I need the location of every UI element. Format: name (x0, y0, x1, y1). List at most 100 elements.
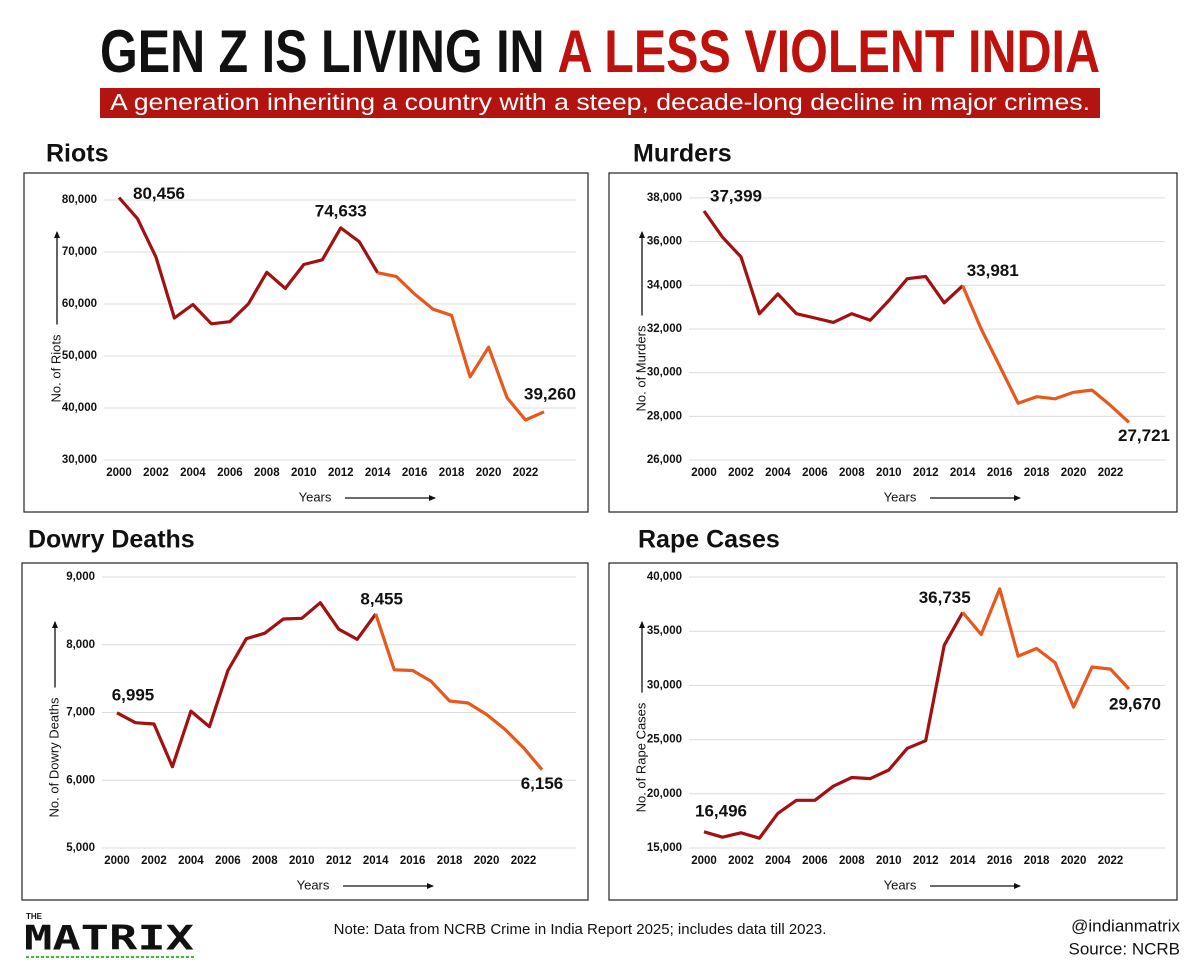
x-tick-label: 2014 (950, 467, 976, 479)
y-tick-label: 32,000 (647, 323, 682, 335)
y-tick-label: 36,000 (647, 236, 682, 248)
x-tick-label: 2016 (400, 855, 426, 867)
data-label: 6,995 (112, 685, 155, 704)
panel-frame (608, 562, 1178, 901)
x-tick-label: 2020 (476, 467, 502, 479)
x-tick-label: 2016 (402, 467, 428, 479)
y-tick-label: 8,000 (66, 639, 95, 651)
data-label: 80,456 (133, 184, 185, 203)
data-line (961, 587, 1131, 709)
y-tick-label: 30,000 (62, 454, 97, 466)
y-axis-label: No. of Dowry Deaths (46, 697, 61, 817)
x-tick-label: 2006 (215, 855, 241, 867)
data-line (702, 210, 964, 324)
data-label: 39,260 (524, 384, 576, 403)
x-tick-label: 2008 (839, 855, 865, 867)
handle: @indianmatrix (1071, 916, 1180, 935)
x-tick-label: 2008 (839, 467, 865, 479)
y-tick-label: 80,000 (62, 194, 97, 206)
data-line (961, 285, 1131, 424)
x-tick-label: 2006 (802, 467, 828, 479)
data-line (374, 613, 544, 771)
chart-panel: Rape Cases 15,000 20,000 25,000 30,000 35,000… (608, 526, 1178, 901)
x-tick-label: 2018 (1024, 467, 1050, 479)
chart-panel: Murders 26,000 28,000 30,000 32,000 34,000 36,… (608, 140, 1178, 513)
x-tick-label: 2010 (291, 467, 317, 479)
x-tick-label: 2022 (1098, 467, 1124, 479)
y-tick-label: 5,000 (66, 842, 95, 854)
data-label: 27,721 (1118, 426, 1170, 445)
data-line (377, 271, 545, 422)
x-tick-label: 2000 (691, 855, 717, 867)
data-label: 37,399 (710, 187, 762, 206)
panel-title: Rape Cases (638, 526, 780, 554)
y-tick-label: 40,000 (647, 571, 682, 583)
panel-frame (21, 562, 589, 901)
x-tick-label: 2004 (180, 467, 206, 479)
y-tick-label: 7,000 (66, 707, 95, 719)
x-tick-label: 2002 (143, 467, 169, 479)
y-tick-label: 6,000 (66, 774, 95, 786)
y-tick-label: 34,000 (647, 279, 682, 291)
data-label: 74,633 (315, 201, 367, 220)
x-tick-label: 2012 (913, 467, 939, 479)
x-tick-label: 2020 (474, 855, 500, 867)
x-axis-label: Years (297, 877, 330, 892)
x-tick-label: 2022 (513, 467, 539, 479)
x-tick-label: 2010 (876, 855, 902, 867)
x-axis-label: Years (884, 489, 917, 504)
x-tick-label: 2016 (987, 467, 1013, 479)
y-tick-label: 20,000 (647, 788, 682, 800)
x-tick-label: 2012 (326, 855, 352, 867)
x-tick-label: 2008 (254, 467, 280, 479)
x-tick-label: 2014 (363, 855, 389, 867)
x-tick-label: 2014 (950, 855, 976, 867)
y-tick-label: 30,000 (647, 367, 682, 379)
data-label: 16,496 (695, 801, 747, 820)
y-tick-label: 30,000 (647, 679, 682, 691)
y-axis-label: No. of Rape Cases (633, 702, 648, 812)
data-label: 6,156 (521, 774, 564, 793)
x-tick-label: 2018 (1024, 855, 1050, 867)
y-tick-label: 40,000 (62, 402, 97, 414)
subtitle-band (100, 88, 1100, 118)
logo-small: THE (26, 912, 43, 921)
x-tick-label: 2018 (437, 855, 463, 867)
x-tick-label: 2004 (178, 855, 204, 867)
x-tick-label: 2002 (141, 855, 167, 867)
x-tick-label: 2010 (876, 467, 902, 479)
y-tick-label: 50,000 (62, 350, 97, 362)
y-axis-label: No. of Riots (48, 334, 63, 402)
data-label: 8,455 (360, 589, 403, 608)
x-tick-label: 2002 (728, 855, 754, 867)
subtitle: A generation inheriting a country with a… (110, 89, 1090, 115)
y-tick-label: 60,000 (62, 298, 97, 310)
panel-title: Riots (46, 140, 109, 168)
x-tick-label: 2012 (328, 467, 354, 479)
logo: MATRIX (24, 919, 195, 959)
x-tick-label: 2020 (1061, 855, 1087, 867)
y-tick-label: 9,000 (66, 571, 95, 583)
y-tick-label: 25,000 (647, 734, 682, 746)
y-tick-label: 38,000 (647, 192, 682, 204)
source: Source: NCRB (1069, 939, 1180, 958)
x-tick-label: 2004 (765, 855, 791, 867)
data-label: 29,670 (1109, 694, 1161, 713)
x-axis-label: Years (299, 489, 332, 504)
data-line (117, 196, 380, 326)
headline: GEN Z IS LIVING INA LESS VIOLENT INDIA (100, 18, 1100, 85)
chart-panel: Dowry Deaths 5,000 6,000 7,000 8,000 9,000 200… (21, 526, 589, 901)
data-line (703, 611, 965, 840)
headline-highlight: A LESS VIOLENT INDIA (558, 18, 1100, 85)
y-tick-label: 15,000 (647, 842, 682, 854)
panel-title: Murders (633, 140, 732, 168)
data-label: 36,735 (919, 588, 971, 607)
x-tick-label: 2022 (511, 855, 537, 867)
y-tick-label: 70,000 (62, 246, 97, 258)
headline-part: GEN Z IS LIVING IN (100, 18, 545, 85)
x-tick-label: 2002 (728, 467, 754, 479)
x-tick-label: 2014 (365, 467, 391, 479)
panel-frame (23, 172, 589, 513)
